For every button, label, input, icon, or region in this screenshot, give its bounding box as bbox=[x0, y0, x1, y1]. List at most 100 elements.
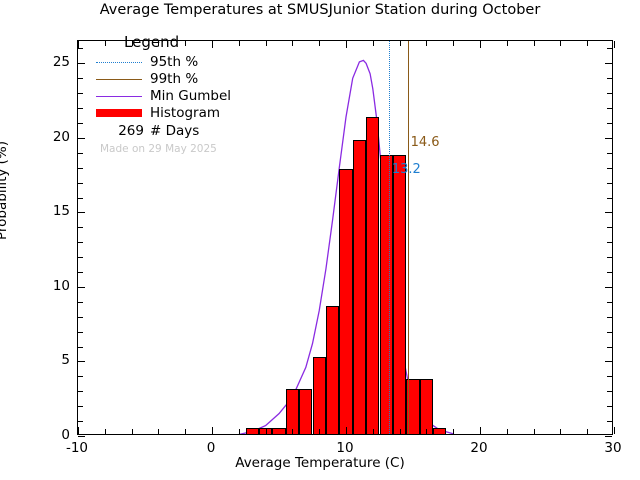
y-axis-tick bbox=[607, 122, 612, 124]
days-count-label: # Days bbox=[150, 123, 200, 139]
x-axis-tick bbox=[158, 41, 160, 46]
histogram-bar bbox=[366, 116, 380, 434]
y-axis-tick bbox=[607, 78, 612, 80]
x-axis-tick bbox=[372, 429, 374, 434]
histogram-bar bbox=[285, 389, 300, 434]
y-axis-tick bbox=[605, 137, 612, 139]
histogram-bar bbox=[406, 378, 420, 434]
days-count-value: 269 bbox=[118, 123, 144, 139]
x-axis-tick bbox=[104, 41, 106, 46]
histogram-bar bbox=[339, 168, 353, 434]
x-axis-tick-label: 10 bbox=[336, 440, 354, 456]
x-axis-tick bbox=[212, 41, 213, 48]
y-axis-tick bbox=[78, 316, 83, 318]
histogram-bar bbox=[245, 428, 259, 434]
y-axis-tick bbox=[607, 197, 612, 199]
x-axis-tick-label: 30 bbox=[604, 440, 622, 456]
histogram-bar bbox=[312, 356, 326, 434]
y-axis-tick bbox=[607, 421, 612, 423]
x-axis-tick bbox=[480, 427, 481, 434]
histogram-bar bbox=[299, 389, 313, 434]
y-axis-tick bbox=[78, 152, 83, 154]
histogram-bar bbox=[392, 155, 407, 434]
y-axis-tick bbox=[78, 182, 83, 184]
histogram-bar bbox=[419, 378, 434, 434]
histogram-bar bbox=[258, 428, 273, 434]
x-axis-tick bbox=[560, 429, 562, 434]
x-axis-tick bbox=[372, 41, 374, 46]
x-axis-tick bbox=[426, 429, 428, 434]
histogram-bar bbox=[272, 428, 286, 434]
x-axis-tick-label: 0 bbox=[206, 440, 216, 456]
y-axis-tick bbox=[78, 197, 83, 199]
legend-title: Legend bbox=[124, 33, 180, 51]
plot-area bbox=[77, 40, 615, 437]
x-axis-tick bbox=[265, 429, 267, 434]
y-axis-tick bbox=[607, 376, 612, 378]
x-axis-tick bbox=[533, 429, 535, 434]
x-axis-tick bbox=[614, 427, 615, 434]
y-axis-tick bbox=[78, 167, 83, 169]
y-axis-tick bbox=[78, 212, 85, 214]
y-axis-tick bbox=[607, 152, 612, 154]
y-axis-tick bbox=[607, 48, 612, 50]
x-axis-tick bbox=[346, 427, 347, 434]
x-axis-tick bbox=[319, 429, 321, 434]
y-axis-tick bbox=[78, 391, 83, 393]
x-axis-tick bbox=[533, 41, 535, 46]
legend-entry: 95th % bbox=[96, 54, 326, 71]
y-axis-tick-label: 10 bbox=[52, 277, 70, 294]
y-axis-tick bbox=[78, 272, 83, 274]
y-axis-tick bbox=[607, 391, 612, 393]
legend-swatch bbox=[96, 62, 142, 63]
x-axis-tick bbox=[480, 41, 481, 48]
x-axis-tick bbox=[399, 41, 401, 46]
x-axis-tick bbox=[265, 41, 267, 46]
percentile-label-99th-: 14.6 bbox=[410, 135, 440, 150]
y-axis-tick bbox=[607, 227, 612, 229]
y-axis-tick bbox=[78, 436, 85, 437]
y-axis-tick bbox=[607, 406, 612, 408]
y-axis-tick bbox=[607, 301, 612, 303]
y-axis-tick bbox=[78, 286, 85, 288]
y-axis-tick bbox=[78, 406, 83, 408]
x-axis-tick-label: -10 bbox=[65, 440, 89, 456]
legend-swatch bbox=[96, 109, 142, 117]
y-axis-tick bbox=[78, 93, 83, 95]
y-axis-tick-label: 0 bbox=[61, 427, 70, 443]
x-axis-tick-label: 20 bbox=[470, 440, 488, 456]
x-axis-tick bbox=[587, 429, 589, 434]
x-axis-tick bbox=[506, 41, 508, 46]
x-axis-tick bbox=[506, 429, 508, 434]
y-axis-tick bbox=[78, 301, 83, 303]
percentile-line-99th- bbox=[407, 41, 409, 434]
y-axis-tick bbox=[607, 242, 612, 244]
legend-entry-label: Min Gumbel bbox=[150, 88, 232, 104]
legend-swatch bbox=[96, 79, 142, 80]
histogram-bar bbox=[433, 428, 447, 434]
percentile-label-95th-: 13.2 bbox=[391, 162, 421, 177]
x-axis-tick bbox=[78, 427, 79, 434]
histogram-bar bbox=[352, 140, 367, 434]
y-axis-tick bbox=[78, 346, 83, 348]
x-axis-tick bbox=[185, 41, 187, 46]
legend-entry-label: 99th % bbox=[150, 71, 199, 87]
y-axis-tick-label: 20 bbox=[52, 128, 70, 145]
y-axis-tick bbox=[605, 436, 612, 437]
chart-title: Average Temperatures at SMUSJunior Stati… bbox=[99, 2, 541, 18]
x-axis-tick bbox=[238, 429, 240, 434]
y-axis-tick-label: 5 bbox=[61, 352, 70, 369]
y-axis-tick-label: 25 bbox=[52, 54, 70, 71]
x-axis-tick bbox=[238, 41, 240, 46]
legend-swatch bbox=[96, 96, 142, 97]
y-axis-tick bbox=[78, 48, 83, 50]
x-axis-tick bbox=[426, 41, 428, 46]
y-axis-tick bbox=[78, 122, 83, 124]
y-axis-tick bbox=[78, 421, 83, 423]
y-axis-tick bbox=[607, 93, 612, 95]
x-axis-tick bbox=[131, 41, 133, 46]
y-axis-tick bbox=[607, 182, 612, 184]
legend-entry: Histogram bbox=[96, 105, 326, 122]
y-axis-tick bbox=[78, 78, 83, 80]
x-axis-tick bbox=[158, 429, 160, 434]
